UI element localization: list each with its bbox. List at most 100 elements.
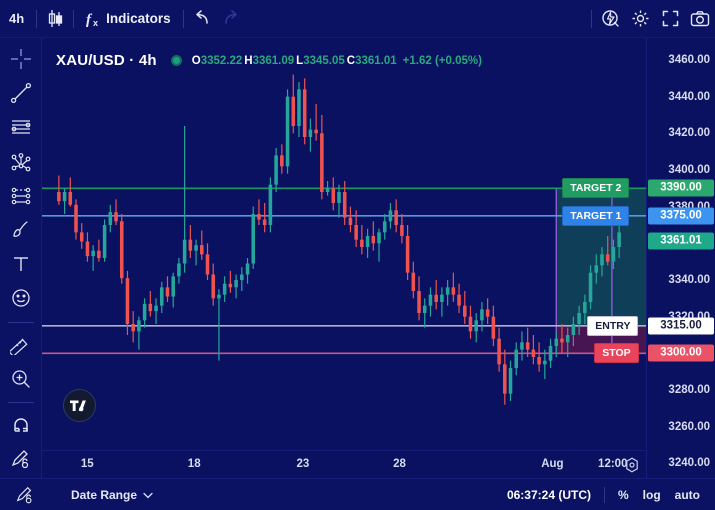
- candle-body: [211, 274, 215, 299]
- candle-body: [154, 305, 158, 312]
- candle-body: [262, 219, 267, 225]
- camera-icon[interactable]: [685, 5, 715, 33]
- candlestick-icon[interactable]: [40, 5, 70, 33]
- candle-body: [85, 241, 90, 257]
- horizontal-lines-icon[interactable]: [4, 112, 38, 142]
- candle-body: [171, 276, 175, 297]
- stop-price-badge[interactable]: 3300.00: [648, 344, 714, 362]
- candle-body: [108, 212, 113, 225]
- symbol-title[interactable]: XAU/USD · 4h: [56, 52, 157, 69]
- candle-body: [531, 349, 536, 357]
- chart-canvas[interactable]: XAU/USD · 4h O3352.22 H3361.09 L3345.05 …: [42, 38, 646, 478]
- lock-pencil-icon[interactable]: [8, 482, 42, 508]
- auto-scale-button[interactable]: auto: [674, 487, 700, 502]
- candle-body: [388, 210, 393, 222]
- stop-label[interactable]: STOP: [594, 343, 639, 364]
- alert-lightning-icon[interactable]: [595, 5, 625, 33]
- candle-body: [514, 349, 519, 368]
- candle-body: [291, 96, 296, 126]
- candle-body: [468, 316, 473, 332]
- candle-body: [360, 239, 364, 247]
- candle-body: [114, 212, 118, 222]
- toolbar-divider: [7, 321, 34, 323]
- candle-body: [474, 320, 478, 332]
- candle-body: [520, 342, 524, 350]
- entry-label[interactable]: ENTRY: [587, 315, 639, 336]
- target2-label[interactable]: TARGET 2: [562, 178, 630, 199]
- candle-body: [228, 283, 233, 288]
- chevron-down-icon: [143, 488, 153, 502]
- candle-body: [508, 368, 513, 394]
- toolbar-divider: [182, 9, 184, 28]
- interval-selector[interactable]: 4h: [9, 11, 25, 26]
- candle-body: [605, 254, 610, 262]
- candle-body: [348, 217, 353, 225]
- trend-line-icon[interactable]: [4, 78, 38, 108]
- candle-body: [320, 133, 324, 192]
- pitchfork-icon[interactable]: [4, 147, 38, 177]
- candle-body: [611, 247, 616, 262]
- candle-body: [205, 254, 210, 275]
- gear-icon[interactable]: [625, 5, 655, 33]
- toolbar-divider: [73, 9, 75, 28]
- brush-icon[interactable]: [4, 215, 38, 245]
- target2-price-badge[interactable]: 3390.00: [648, 179, 714, 197]
- ohlc-high: H3361.09: [244, 54, 295, 67]
- target1-label[interactable]: TARGET 1: [562, 205, 630, 226]
- candle-body: [257, 214, 261, 220]
- candle-body: [394, 210, 398, 225]
- price-axis[interactable]: 3460.003440.003420.003400.003380.003340.…: [646, 38, 715, 478]
- toolbar-divider: [36, 9, 38, 28]
- indicators-label: Indicators: [106, 11, 171, 26]
- price-tick: 3280.00: [668, 384, 710, 396]
- last-price-badge[interactable]: 3361.01: [648, 232, 714, 250]
- candle-body: [342, 192, 347, 218]
- entry-price-badge[interactable]: 3315.00: [648, 317, 714, 335]
- candle-body: [188, 239, 193, 251]
- candle-body: [331, 188, 336, 203]
- price-tick: 3440.00: [668, 90, 710, 103]
- undo-arrow-icon[interactable]: [187, 5, 217, 33]
- candle-body: [583, 302, 587, 313]
- crosshair-icon[interactable]: [4, 44, 38, 74]
- emoji-icon[interactable]: [4, 283, 38, 313]
- candle-body: [222, 283, 227, 295]
- candle-body: [554, 338, 559, 346]
- candle-body: [62, 192, 67, 202]
- left-drawing-toolbar: [0, 38, 42, 478]
- candle-body: [297, 89, 301, 126]
- redo-arrow-icon[interactable]: [217, 5, 247, 33]
- candle-body: [428, 294, 433, 306]
- time-axis[interactable]: 15 18 23 28 Aug 12:00: [42, 450, 646, 478]
- percent-scale-button[interactable]: %: [617, 487, 629, 502]
- zoom-in-icon[interactable]: [4, 364, 38, 394]
- candle-body: [485, 309, 490, 317]
- candle-body: [217, 294, 221, 299]
- candle-body: [382, 221, 387, 233]
- magnet-icon[interactable]: [4, 410, 38, 440]
- candle-body: [560, 338, 564, 343]
- candle-body: [182, 239, 187, 264]
- text-icon[interactable]: [4, 249, 38, 279]
- measure-ruler-icon[interactable]: [4, 329, 38, 359]
- candle-body: [434, 294, 438, 302]
- candle-body: [240, 274, 244, 280]
- indicators-button[interactable]: f x Indicators: [77, 5, 180, 33]
- target1-price-badge[interactable]: 3375.00: [648, 207, 714, 225]
- candle-body: [200, 245, 204, 255]
- bottom-bar: Date Range 06:37:24 (UTC) % log auto: [0, 478, 715, 510]
- lock-pencil-icon[interactable]: [4, 444, 38, 474]
- fullscreen-icon[interactable]: [655, 5, 685, 33]
- candle-body: [525, 342, 530, 350]
- date-range-button[interactable]: Date Range: [64, 485, 160, 505]
- clock-label[interactable]: 06:37:24 (UTC): [506, 487, 591, 502]
- candle-body: [142, 303, 147, 321]
- candle-body: [97, 250, 101, 258]
- tradingview-logo[interactable]: [63, 389, 96, 422]
- candle-body: [125, 278, 130, 324]
- pattern-icon[interactable]: [4, 181, 38, 211]
- time-settings-icon[interactable]: [624, 457, 640, 478]
- log-scale-button[interactable]: log: [642, 487, 661, 502]
- candle-body: [137, 320, 141, 332]
- candle-body: [194, 245, 198, 251]
